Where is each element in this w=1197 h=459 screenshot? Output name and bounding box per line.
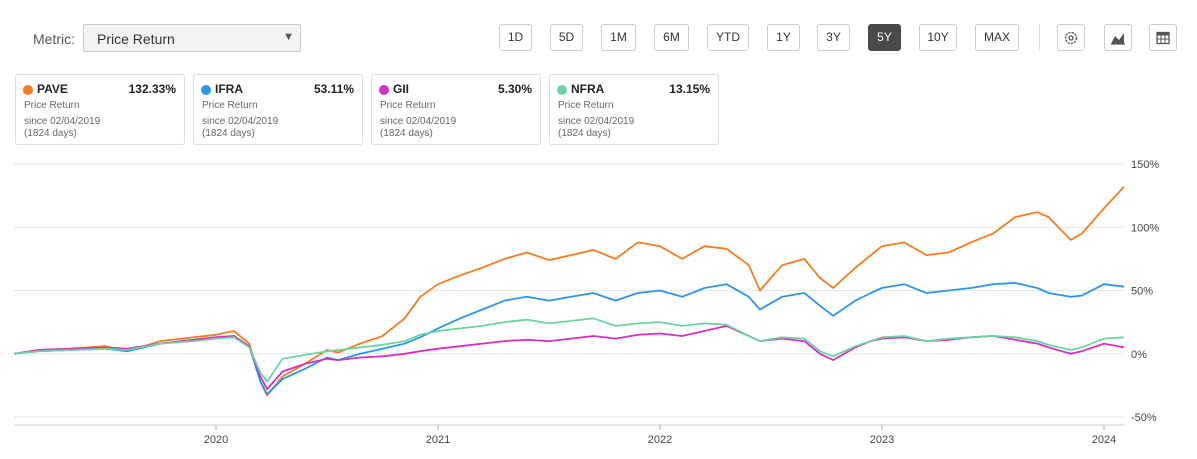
legend-ticker: IFRA (215, 82, 243, 96)
series-color-dot (23, 85, 33, 95)
range-button-1d[interactable]: 1D (499, 24, 532, 51)
metric-select[interactable]: Price Return ▼ (83, 24, 301, 52)
range-button-max[interactable]: MAX (975, 24, 1019, 51)
metric-select-value: Price Return (97, 31, 175, 47)
chevron-down-icon: ▼ (283, 31, 294, 43)
legend-days: (1824 days) (380, 128, 433, 139)
x-axis: 2020 2021 2022 2023 2024 (14, 424, 1124, 446)
legend-card-ifra[interactable]: IFRA 53.11% Price Return since 02/04/201… (193, 74, 363, 145)
legend-ticker: NFRA (571, 82, 605, 96)
settings-button[interactable] (1057, 24, 1085, 51)
range-button-5y[interactable]: 5Y (868, 24, 901, 51)
series-line-pave (13, 186, 1125, 397)
legend-metric: Price Return (380, 100, 436, 111)
series-color-dot (379, 85, 389, 95)
range-button-1y[interactable]: 1Y (767, 24, 800, 51)
metric-label: Metric: (33, 31, 75, 47)
legend-return: 13.15% (669, 82, 710, 96)
y-tick-label: 150% (1131, 159, 1159, 171)
legend-card-pave[interactable]: PAVE 132.33% Price Return since 02/04/20… (15, 74, 185, 145)
chart-type-button[interactable] (1104, 24, 1132, 51)
legend-days: (1824 days) (24, 128, 77, 139)
y-tick-label: -50% (1131, 412, 1157, 424)
y-tick-label: 50% (1131, 286, 1153, 298)
range-button-1m[interactable]: 1M (601, 24, 636, 51)
legend-since: since 02/04/2019 (202, 116, 279, 127)
legend-since: since 02/04/2019 (558, 116, 635, 127)
table-icon (1156, 31, 1170, 44)
legend-ticker: PAVE (37, 82, 68, 96)
y-axis: 150% 100% 50% 0% -50% (1131, 159, 1159, 424)
chart-series-lines (13, 186, 1125, 397)
legend-days: (1824 days) (202, 128, 255, 139)
x-tick-label: 2023 (870, 434, 894, 446)
range-button-3y[interactable]: 3Y (817, 24, 850, 51)
legend-since: since 02/04/2019 (24, 116, 101, 127)
legend-since: since 02/04/2019 (380, 116, 457, 127)
x-tick-label: 2022 (648, 434, 672, 446)
legend-return: 53.11% (313, 82, 354, 96)
series-color-dot (201, 85, 211, 95)
legend-card-gii[interactable]: GII 5.30% Price Return since 02/04/2019 … (371, 74, 541, 145)
area-chart-icon (1111, 32, 1125, 45)
series-line-gii (13, 325, 1125, 391)
legend-return: 132.33% (128, 82, 176, 96)
range-button-5d[interactable]: 5D (550, 24, 583, 51)
x-tick-label: 2021 (426, 434, 450, 446)
legend-return: 5.30% (497, 82, 532, 96)
table-view-button[interactable] (1149, 24, 1177, 51)
legend-metric: Price Return (24, 100, 80, 111)
series-line-nfra (13, 317, 1125, 383)
range-button-6m[interactable]: 6M (654, 24, 689, 51)
x-tick-label: 2024 (1092, 434, 1116, 446)
legend-metric: Price Return (558, 100, 614, 111)
legend-card-nfra[interactable]: NFRA 13.15% Price Return since 02/04/201… (549, 74, 719, 145)
legend-ticker: GII (393, 82, 410, 96)
range-button-ytd[interactable]: YTD (707, 24, 749, 51)
legend-days: (1824 days) (558, 128, 611, 139)
legend-metric: Price Return (202, 100, 258, 111)
x-tick-label: 2020 (204, 434, 228, 446)
toolbar-divider (1039, 24, 1040, 51)
y-tick-label: 100% (1131, 222, 1159, 234)
range-button-10y[interactable]: 10Y (919, 24, 957, 51)
chart-grid (14, 163, 1124, 418)
y-tick-label: 0% (1131, 349, 1147, 361)
series-color-dot (557, 85, 567, 95)
gear-icon (1064, 31, 1078, 44)
